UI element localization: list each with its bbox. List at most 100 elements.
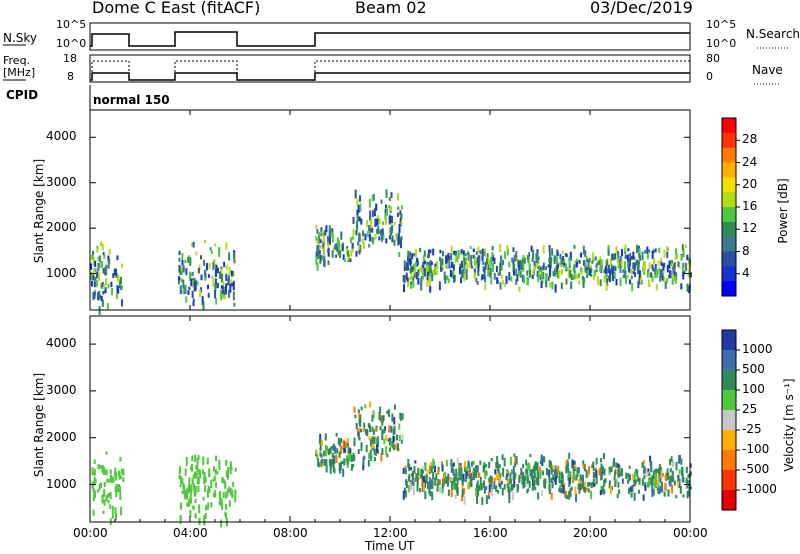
scatter-cell	[458, 476, 461, 481]
scatter-cell	[669, 259, 672, 265]
scatter-cell	[653, 257, 656, 265]
scatter-cell	[371, 436, 374, 444]
scatter-cell	[386, 453, 389, 458]
scatter-cell	[514, 473, 517, 479]
scatter-cell	[629, 279, 632, 285]
scatter-cell	[336, 242, 339, 252]
scatter-cell	[179, 285, 182, 295]
scatter-cell	[680, 255, 683, 261]
scatter-cell	[592, 467, 595, 472]
scatter-cell	[342, 254, 345, 260]
scatter-cell	[181, 259, 184, 266]
scatter-cell	[319, 245, 322, 249]
scatter-cell	[638, 270, 641, 279]
scatter-cell	[397, 212, 400, 218]
scatter-cell	[332, 462, 335, 468]
scatter-cell	[111, 287, 114, 296]
scatter-cell	[644, 249, 647, 254]
scatter-cell	[610, 466, 613, 472]
scatter-cell	[186, 502, 189, 507]
scatter-cell	[689, 463, 692, 468]
scatter-cell	[414, 264, 417, 273]
scatter-cell	[520, 261, 523, 266]
scatter-cell	[583, 260, 586, 266]
scatter-cell	[555, 256, 558, 265]
scatter-cell	[319, 433, 322, 443]
scatter-cell	[666, 264, 669, 273]
scatter-cell	[196, 476, 199, 485]
scatter-cell	[339, 462, 342, 471]
power-colorbar-swatch	[722, 221, 736, 238]
scatter-cell	[601, 486, 604, 493]
scatter-cell	[643, 474, 646, 480]
scatter-cell	[108, 493, 111, 497]
scatter-cell	[652, 471, 655, 479]
scatter-cell	[476, 465, 479, 473]
scatter-cell	[554, 465, 557, 474]
scatter-cell	[483, 487, 486, 494]
scatter-cell	[643, 460, 646, 464]
scatter-cell	[473, 272, 476, 279]
scatter-cell	[503, 484, 506, 490]
scatter-cell	[532, 466, 535, 474]
power-colorbar-swatch	[722, 251, 736, 267]
scatter-cell	[437, 479, 440, 486]
scatter-cell	[359, 203, 362, 212]
scatter-cell	[376, 218, 379, 226]
power-colorbar-tick-label: 24	[742, 154, 758, 169]
scatter-cell	[566, 463, 569, 470]
scatter-cell	[226, 493, 229, 497]
scatter-cell	[599, 256, 602, 260]
scatter-cell	[586, 267, 589, 272]
scatter-cell	[178, 276, 181, 281]
scatter-cell	[481, 274, 484, 280]
scatter-cell	[347, 446, 350, 454]
scatter-cell	[627, 259, 630, 268]
scatter-cell	[475, 469, 478, 479]
scatter-cell	[99, 241, 102, 247]
scatter-cell	[668, 260, 671, 269]
scatter-cell	[475, 277, 478, 283]
scatter-cell	[463, 496, 466, 505]
scatter-cell	[585, 487, 588, 492]
scatter-cell	[561, 478, 564, 484]
scatter-cell	[557, 465, 560, 473]
scatter-cell	[104, 277, 107, 286]
scatter-cell	[447, 489, 450, 496]
scatter-cell	[192, 506, 195, 511]
scatter-cell	[433, 465, 436, 473]
cpid-label: CPID	[6, 88, 39, 102]
scatter-cell	[502, 260, 505, 265]
scatter-cell	[105, 495, 108, 502]
scatter-cell	[537, 270, 540, 279]
scatter-cell	[657, 260, 660, 266]
scatter-cell	[617, 463, 620, 468]
scatter-cell	[441, 483, 444, 492]
scatter-cell	[637, 261, 640, 268]
scatter-cell	[116, 485, 119, 493]
scatter-cell	[524, 475, 527, 481]
scatter-cell	[531, 257, 534, 262]
scatter-cell	[553, 255, 556, 264]
scatter-cell	[214, 455, 217, 462]
nave-label: Nave	[752, 63, 783, 77]
scatter-cell	[357, 411, 360, 420]
scatter-cell	[325, 464, 328, 473]
scatter-cell	[512, 466, 515, 475]
scatter-cell	[537, 470, 540, 480]
scatter-cell	[218, 459, 221, 466]
scatter-cell	[671, 459, 674, 468]
velocity-colorbar-swatch	[722, 330, 736, 351]
scatter-cell	[573, 244, 576, 249]
scatter-cell	[405, 480, 408, 486]
scatter-cell	[228, 289, 231, 298]
scatter-cell	[188, 286, 191, 290]
scatter-cell	[491, 255, 494, 262]
scatter-cell	[618, 472, 621, 477]
scatter-cell	[420, 277, 423, 286]
scatter-cell	[372, 410, 375, 419]
scatter-cell	[364, 233, 367, 241]
scatter-cell	[548, 469, 551, 478]
y-tick-label: 2000	[46, 220, 77, 235]
scatter-cell	[626, 254, 629, 261]
